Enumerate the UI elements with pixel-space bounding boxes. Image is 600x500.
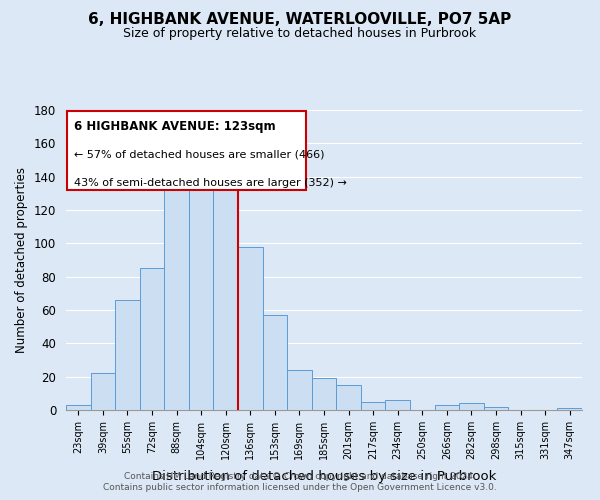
Bar xyxy=(385,400,410,410)
Bar xyxy=(238,246,263,410)
Bar xyxy=(557,408,582,410)
Bar xyxy=(459,404,484,410)
Bar xyxy=(263,315,287,410)
X-axis label: Distribution of detached houses by size in Purbrook: Distribution of detached houses by size … xyxy=(152,470,496,483)
Bar xyxy=(287,370,312,410)
Text: 6, HIGHBANK AVENUE, WATERLOOVILLE, PO7 5AP: 6, HIGHBANK AVENUE, WATERLOOVILLE, PO7 5… xyxy=(88,12,512,28)
Bar xyxy=(312,378,336,410)
Bar xyxy=(214,160,238,410)
Text: Contains public sector information licensed under the Open Government Licence v3: Contains public sector information licen… xyxy=(103,484,497,492)
Text: Contains HM Land Registry data © Crown copyright and database right 2024.: Contains HM Land Registry data © Crown c… xyxy=(124,472,476,481)
Bar xyxy=(115,300,140,410)
Bar xyxy=(66,405,91,410)
FancyBboxPatch shape xyxy=(67,110,306,190)
Bar xyxy=(484,406,508,410)
Bar xyxy=(140,268,164,410)
Text: 43% of semi-detached houses are larger (352) →: 43% of semi-detached houses are larger (… xyxy=(74,178,347,188)
Text: 6 HIGHBANK AVENUE: 123sqm: 6 HIGHBANK AVENUE: 123sqm xyxy=(74,120,276,132)
Bar xyxy=(91,374,115,410)
Text: ← 57% of detached houses are smaller (466): ← 57% of detached houses are smaller (46… xyxy=(74,150,325,160)
Bar xyxy=(164,188,189,410)
Bar xyxy=(336,385,361,410)
Bar xyxy=(361,402,385,410)
Bar xyxy=(434,405,459,410)
Y-axis label: Number of detached properties: Number of detached properties xyxy=(16,167,28,353)
Text: Size of property relative to detached houses in Purbrook: Size of property relative to detached ho… xyxy=(124,28,476,40)
Bar xyxy=(189,172,214,410)
